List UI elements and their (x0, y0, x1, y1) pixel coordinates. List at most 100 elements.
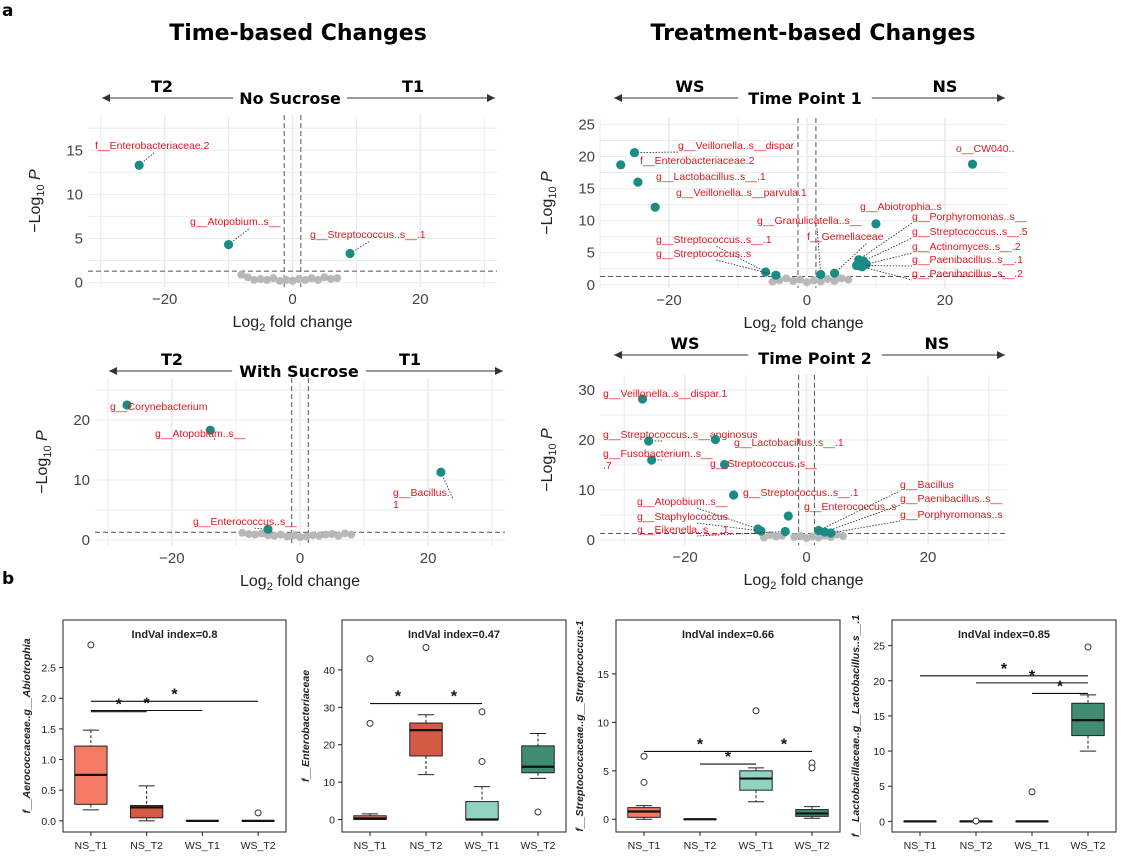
ns-point (262, 275, 271, 284)
label-leader (440, 472, 454, 500)
significance-star: * (781, 736, 788, 753)
significance-star: * (451, 689, 458, 706)
y-axis-label: −Log10 P (34, 430, 54, 494)
y-tick-label: 25 (578, 116, 595, 133)
x-tick-label: 20 (920, 549, 937, 566)
ns-point (823, 275, 832, 284)
point-label: g__Streptococcus..s__.5 (912, 226, 1028, 238)
volcano-v3: Time Point 1 WS NS g__Veillonella..s__dispa… (539, 77, 1028, 335)
ns-point (340, 529, 349, 538)
sig-point (122, 400, 132, 410)
left-group-label: T2 (151, 77, 173, 96)
point-label: g__Enterococcus..s__ (193, 516, 297, 528)
x-tick-label: 0 (288, 291, 296, 308)
y-tick-label: 20 (323, 740, 335, 752)
ns-point (289, 531, 298, 540)
right-arrow-icon (997, 94, 1005, 102)
x-tick-label: WS_T2 (1070, 840, 1105, 852)
point-label: g__Lactobacillus..s__.1 (656, 171, 766, 183)
box-WS_T2 (521, 745, 555, 774)
left-arrow-icon (614, 94, 622, 102)
y-axis-label: f__Aerococcaceae..g__Abiotrophia (21, 638, 33, 813)
sig-point (647, 455, 657, 465)
point-label: g__Abiotrophia..s (860, 201, 942, 213)
y-tick-label: 0 (587, 532, 595, 549)
x-tick-label: WS_T1 (185, 840, 220, 852)
x-tick-label: NS_T2 (960, 840, 993, 852)
sig-point (780, 526, 790, 537)
y-axis-label: f__Lactobacillaceae..g__Lactobacillus..s… (850, 615, 862, 838)
sig-point (967, 159, 978, 169)
ns-point (294, 275, 303, 284)
left-arrow-icon (614, 351, 622, 359)
right-arrow-icon (487, 94, 495, 102)
right-group-label: NS (925, 334, 950, 353)
indval-annotation: IndVal index=0.8 (132, 629, 218, 641)
point-label: g__Veillonella..s__parvula.1 (676, 187, 807, 199)
y-tick-label: 15 (66, 142, 83, 159)
y-tick-label: 10 (578, 482, 595, 499)
ns-point (283, 532, 292, 541)
left-arrow-icon (102, 94, 110, 102)
y-tick-label: 25 (873, 641, 885, 653)
point-label: g__Atopobium..s__ (155, 428, 246, 440)
point-label: g__Eikenella..s__.1 (637, 524, 729, 536)
outlier-point (254, 809, 262, 817)
y-tick-label: 2.0 (41, 693, 56, 705)
sig-point (760, 267, 771, 277)
sig-point (345, 248, 355, 259)
point-label: g__Porphyromonas..s__ (912, 211, 1027, 223)
y-tick-label: 5 (587, 245, 595, 262)
point-label: o__CW040.. (956, 143, 1014, 155)
x-tick-label: −20 (159, 550, 184, 567)
ns-point (314, 275, 323, 284)
outlier-point (972, 817, 980, 825)
y-tick-label: 20 (873, 676, 885, 688)
outlier-point (808, 764, 816, 772)
sig-point (783, 511, 793, 521)
right-arrow-icon (997, 351, 1005, 359)
significance-star: * (697, 736, 704, 753)
point-label: g__Bacillus (900, 479, 954, 491)
box-frame (341, 619, 567, 833)
y-tick-label: 0 (603, 814, 609, 826)
sig-point (710, 434, 721, 445)
y-tick-label: 1.5 (41, 724, 56, 736)
significance-star: * (1057, 678, 1064, 695)
sig-point (756, 526, 766, 536)
significance-star: * (725, 749, 732, 766)
sig-point (650, 202, 660, 212)
ns-point (796, 275, 805, 284)
ns-point (760, 533, 769, 542)
box-NS_T2 (409, 722, 443, 757)
x-tick-label: WS_T1 (738, 840, 773, 852)
x-tick-label: WS_T2 (520, 840, 555, 852)
label-leader (862, 266, 913, 281)
y-tick-label: 10 (66, 186, 83, 203)
box-WS_T1 (739, 770, 773, 791)
ns-point (244, 530, 253, 538)
y-tick-label: 30 (323, 702, 335, 714)
ns-point (301, 275, 310, 284)
ns-point (768, 277, 777, 286)
ns-point (250, 275, 259, 284)
outlier-point (534, 808, 542, 816)
sig-point (263, 524, 273, 534)
x-tick-label: NS_T1 (628, 840, 661, 852)
point-label: g__Corynebacterium (110, 401, 208, 413)
y-tick-label: 0 (82, 532, 90, 549)
point-label: g__Paenibacillus..s__.2 (912, 268, 1023, 280)
right-arrow-icon (495, 367, 503, 375)
label-leader (252, 527, 269, 530)
box-frame (615, 619, 841, 833)
y-tick-label: 10 (578, 213, 595, 230)
ns-point (251, 530, 260, 539)
outlier-point (366, 655, 374, 663)
y-axis-label: f__Enterobacteriaceae (300, 670, 312, 782)
significance-star: * (1001, 661, 1008, 678)
y-tick-label: 10 (597, 717, 609, 729)
ns-point (814, 533, 823, 542)
right-group-label: NS (933, 77, 958, 96)
ns-point (809, 276, 818, 285)
y-tick-label: 5 (879, 781, 885, 793)
